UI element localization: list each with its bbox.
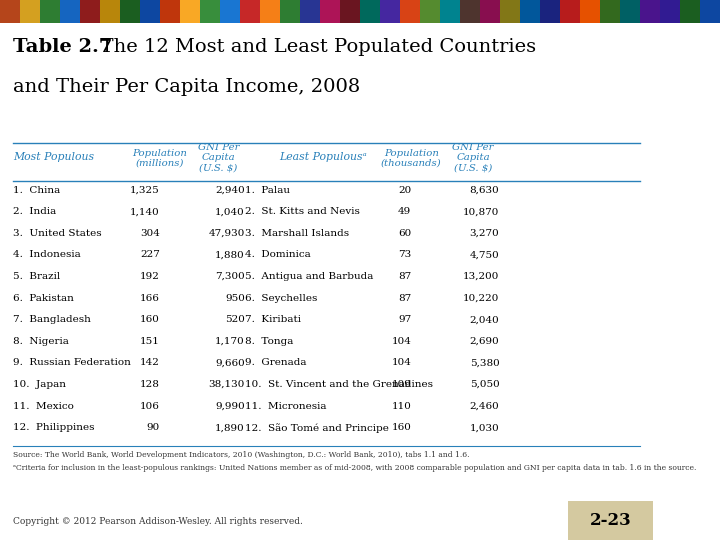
Text: Most Populous: Most Populous bbox=[13, 152, 94, 162]
Text: 106: 106 bbox=[140, 402, 160, 410]
Text: 1.  China: 1. China bbox=[13, 186, 60, 194]
Text: 11.  Mexico: 11. Mexico bbox=[13, 402, 74, 410]
Text: 192: 192 bbox=[140, 272, 160, 281]
Text: 4,750: 4,750 bbox=[469, 251, 500, 259]
Text: 142: 142 bbox=[140, 359, 160, 367]
Text: 5.  Antigua and Barbuda: 5. Antigua and Barbuda bbox=[245, 272, 373, 281]
Text: 8,630: 8,630 bbox=[469, 186, 500, 194]
Text: 1,170: 1,170 bbox=[215, 337, 245, 346]
Text: ᵃCriteria for inclusion in the least-populous rankings: United Nations member as: ᵃCriteria for inclusion in the least-pop… bbox=[13, 464, 696, 472]
Text: 520: 520 bbox=[225, 315, 245, 324]
Text: 90: 90 bbox=[147, 423, 160, 432]
Text: 109: 109 bbox=[392, 380, 411, 389]
Text: 160: 160 bbox=[392, 423, 411, 432]
Text: 1,325: 1,325 bbox=[130, 186, 160, 194]
Text: 2-23: 2-23 bbox=[590, 512, 631, 529]
Text: 10,220: 10,220 bbox=[463, 294, 500, 302]
Text: GNI Per
Capita
(U.S. $): GNI Per Capita (U.S. $) bbox=[452, 143, 494, 173]
Text: 2.  India: 2. India bbox=[13, 207, 56, 216]
Text: 2,690: 2,690 bbox=[469, 337, 500, 346]
Text: and Their Per Capita Income, 2008: and Their Per Capita Income, 2008 bbox=[13, 78, 360, 96]
Text: 9,660: 9,660 bbox=[215, 359, 245, 367]
FancyBboxPatch shape bbox=[568, 501, 653, 540]
Text: 87: 87 bbox=[398, 272, 411, 281]
Text: 3.  Marshall Islands: 3. Marshall Islands bbox=[245, 229, 349, 238]
Text: 49: 49 bbox=[398, 207, 411, 216]
Text: 1,040: 1,040 bbox=[215, 207, 245, 216]
Text: 6.  Pakistan: 6. Pakistan bbox=[13, 294, 74, 302]
Text: 9,990: 9,990 bbox=[215, 402, 245, 410]
Text: 38,130: 38,130 bbox=[208, 380, 245, 389]
Text: 20: 20 bbox=[398, 186, 411, 194]
Text: 104: 104 bbox=[392, 337, 411, 346]
Text: 11.  Micronesia: 11. Micronesia bbox=[245, 402, 326, 410]
Text: 4.  Dominica: 4. Dominica bbox=[245, 251, 310, 259]
Text: 1,890: 1,890 bbox=[215, 423, 245, 432]
Text: 8.  Tonga: 8. Tonga bbox=[245, 337, 293, 346]
Text: 9.  Russian Federation: 9. Russian Federation bbox=[13, 359, 131, 367]
Text: 160: 160 bbox=[140, 315, 160, 324]
Text: 12.  Philippines: 12. Philippines bbox=[13, 423, 94, 432]
Text: 9.  Grenada: 9. Grenada bbox=[245, 359, 306, 367]
Text: 73: 73 bbox=[398, 251, 411, 259]
Text: 7,300: 7,300 bbox=[215, 272, 245, 281]
Text: 110: 110 bbox=[392, 402, 411, 410]
Text: 97: 97 bbox=[398, 315, 411, 324]
Text: 128: 128 bbox=[140, 380, 160, 389]
Text: 1,030: 1,030 bbox=[469, 423, 500, 432]
Text: 5,380: 5,380 bbox=[469, 359, 500, 367]
Text: 2.  St. Kitts and Nevis: 2. St. Kitts and Nevis bbox=[245, 207, 360, 216]
Text: 2,940: 2,940 bbox=[215, 186, 245, 194]
Text: Population
(thousands): Population (thousands) bbox=[381, 148, 441, 168]
Text: 950: 950 bbox=[225, 294, 245, 302]
Text: 7.  Kiribati: 7. Kiribati bbox=[245, 315, 301, 324]
Text: 7.  Bangladesh: 7. Bangladesh bbox=[13, 315, 91, 324]
Text: 2,460: 2,460 bbox=[469, 402, 500, 410]
Text: 2,040: 2,040 bbox=[469, 315, 500, 324]
Text: GNI Per
Capita
(U.S. $): GNI Per Capita (U.S. $) bbox=[198, 143, 240, 173]
Text: 10.  St. Vincent and the Grenadines: 10. St. Vincent and the Grenadines bbox=[245, 380, 433, 389]
Text: 6.  Seychelles: 6. Seychelles bbox=[245, 294, 317, 302]
Text: 87: 87 bbox=[398, 294, 411, 302]
Text: 304: 304 bbox=[140, 229, 160, 238]
Text: 5,050: 5,050 bbox=[469, 380, 500, 389]
Text: 1,140: 1,140 bbox=[130, 207, 160, 216]
Text: 1,880: 1,880 bbox=[215, 251, 245, 259]
Text: 4.  Indonesia: 4. Indonesia bbox=[13, 251, 81, 259]
Text: 8.  Nigeria: 8. Nigeria bbox=[13, 337, 69, 346]
Text: 227: 227 bbox=[140, 251, 160, 259]
Text: The 12 Most and Least Populated Countries: The 12 Most and Least Populated Countrie… bbox=[88, 38, 536, 56]
Text: 104: 104 bbox=[392, 359, 411, 367]
Text: 166: 166 bbox=[140, 294, 160, 302]
Text: Least Populousᵃ: Least Populousᵃ bbox=[279, 152, 367, 162]
Text: 13,200: 13,200 bbox=[463, 272, 500, 281]
Text: 47,930: 47,930 bbox=[208, 229, 245, 238]
Text: 12.  São Tomé and Principe: 12. São Tomé and Principe bbox=[245, 423, 389, 433]
Text: 3,270: 3,270 bbox=[469, 229, 500, 238]
Text: 1.  Palau: 1. Palau bbox=[245, 186, 289, 194]
Text: 10,870: 10,870 bbox=[463, 207, 500, 216]
Text: Source: The World Bank, World Development Indicators, 2010 (Washington, D.C.: Wo: Source: The World Bank, World Developmen… bbox=[13, 451, 469, 459]
Text: Population
(millions): Population (millions) bbox=[132, 148, 187, 168]
Text: 5.  Brazil: 5. Brazil bbox=[13, 272, 60, 281]
Text: 151: 151 bbox=[140, 337, 160, 346]
Text: 3.  United States: 3. United States bbox=[13, 229, 102, 238]
Text: 10.  Japan: 10. Japan bbox=[13, 380, 66, 389]
Text: Copyright © 2012 Pearson Addison-Wesley. All rights reserved.: Copyright © 2012 Pearson Addison-Wesley.… bbox=[13, 517, 303, 526]
Text: 60: 60 bbox=[398, 229, 411, 238]
Text: Table 2.7: Table 2.7 bbox=[13, 38, 112, 56]
